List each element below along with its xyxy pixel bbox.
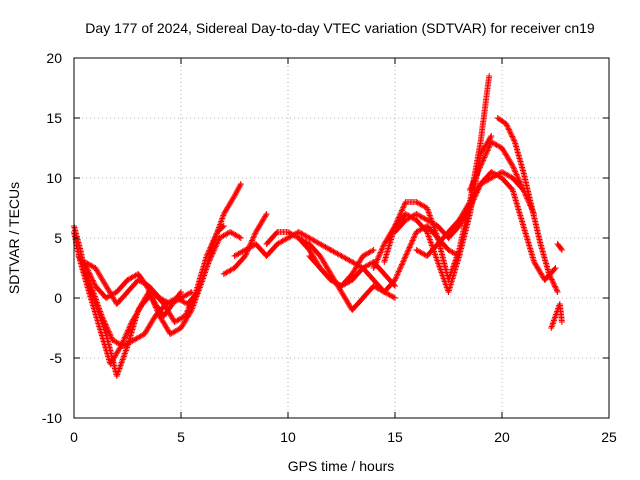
- x-tick-label: 10: [280, 429, 296, 445]
- y-tick-label: 15: [46, 110, 62, 126]
- series-track-11: [327, 223, 463, 295]
- x-axis-label: GPS time / hours: [288, 458, 395, 474]
- grid-lines: [74, 58, 609, 418]
- y-tick-label: -10: [42, 410, 62, 426]
- point-markers: [81, 259, 195, 307]
- series-track-6: [220, 211, 270, 277]
- point-markers: [554, 241, 565, 253]
- point-markers: [327, 223, 463, 295]
- point-markers: [306, 247, 377, 289]
- x-tick-label: 0: [70, 429, 78, 445]
- point-markers: [494, 115, 561, 295]
- series-track-17: [494, 115, 561, 295]
- x-tick-label: 5: [177, 429, 185, 445]
- point-markers: [71, 181, 244, 379]
- x-axis-ticks: 0 5 10 15 20 25: [70, 58, 617, 445]
- series-track-1: [71, 181, 244, 379]
- x-tick-label: 15: [387, 429, 403, 445]
- x-tick-label: 20: [494, 429, 510, 445]
- series-track-16: [466, 139, 538, 217]
- y-tick-label: 20: [46, 50, 62, 66]
- chart-title: Day 177 of 2024, Sidereal Day-to-day VTE…: [85, 20, 595, 36]
- y-tick-label: 0: [54, 290, 62, 306]
- y-axis-label: SDTVAR / TECUs: [6, 182, 22, 294]
- x-tick-label: 25: [601, 429, 617, 445]
- point-markers: [220, 211, 270, 277]
- point-markers: [413, 169, 527, 259]
- y-tick-label: -5: [50, 350, 63, 366]
- series-track-10: [306, 247, 377, 289]
- data-points: [71, 73, 565, 379]
- series-track-15: [413, 169, 527, 259]
- y-axis-ticks: -10 -5 0 5 10 15 20: [42, 50, 609, 426]
- series-track-5: [81, 259, 195, 307]
- point-markers: [548, 301, 565, 331]
- y-tick-label: 10: [46, 170, 62, 186]
- point-markers: [466, 139, 538, 217]
- series-track-19: [554, 241, 565, 253]
- y-tick-label: 5: [54, 230, 62, 246]
- series-track-18: [548, 301, 565, 331]
